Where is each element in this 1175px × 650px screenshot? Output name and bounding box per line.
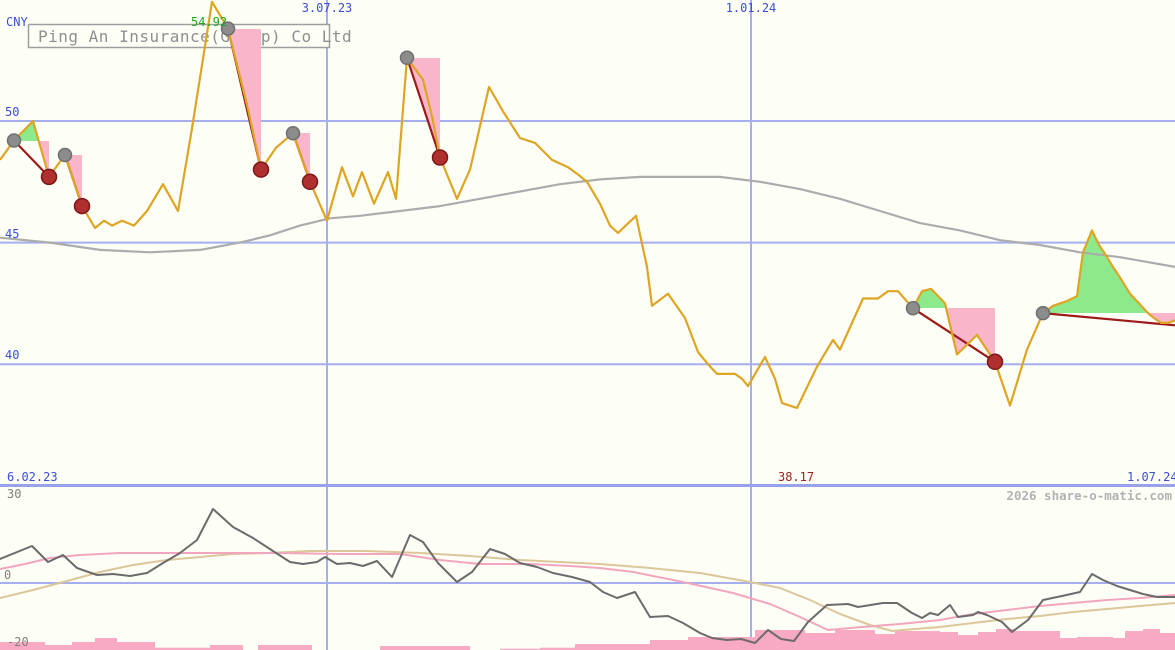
price-axis-tick: 50 bbox=[5, 105, 20, 119]
histogram-bar bbox=[1077, 637, 1113, 650]
gain-fill-area bbox=[14, 122, 38, 141]
trade-trend-line bbox=[1042, 312, 1175, 327]
price-line bbox=[0, 0, 1175, 410]
trade-exit-marker bbox=[986, 353, 1004, 371]
date-gridline-label: 1.01.24 bbox=[725, 1, 777, 15]
histogram-bar bbox=[958, 635, 978, 650]
trade-exit-marker bbox=[40, 168, 58, 186]
currency-label: CNY bbox=[6, 15, 28, 29]
date-gridline-label: 3.07.23 bbox=[301, 1, 353, 15]
histogram-bar bbox=[650, 640, 688, 650]
histogram-bar bbox=[835, 630, 875, 650]
histogram-bar bbox=[940, 632, 958, 650]
trade-trend-line bbox=[912, 307, 996, 363]
histogram-bar bbox=[895, 631, 940, 650]
histogram-bar bbox=[500, 648, 540, 650]
histogram-bar bbox=[1113, 638, 1125, 650]
histogram-bar bbox=[1160, 633, 1175, 650]
histogram-bar bbox=[978, 632, 996, 650]
trade-trend-line bbox=[13, 139, 50, 178]
indicator-series-signal-tan bbox=[0, 550, 1175, 632]
histogram-bar bbox=[1143, 629, 1160, 650]
histogram-bar bbox=[1015, 631, 1060, 650]
histogram-bar bbox=[755, 630, 805, 650]
trade-exit-marker bbox=[301, 173, 319, 191]
trade-entry-marker bbox=[220, 21, 236, 36]
histogram-bar bbox=[210, 645, 243, 650]
x-axis-label: 6.02.23 bbox=[7, 470, 58, 484]
x-axis-label: 1.07.24 bbox=[1127, 470, 1175, 484]
trade-trend-line bbox=[405, 57, 442, 158]
watermark: 2026 share-o-matic.com bbox=[1006, 488, 1172, 503]
trade-entry-marker bbox=[1035, 305, 1051, 321]
trade-exit-marker bbox=[431, 149, 449, 166]
histogram-bar bbox=[996, 629, 1015, 650]
trade-entry-marker bbox=[57, 147, 73, 163]
histogram-bar bbox=[540, 647, 575, 650]
indicator-axis-tick: -20 bbox=[7, 635, 29, 649]
histogram-bar bbox=[575, 644, 650, 650]
trade-entry-marker bbox=[905, 301, 921, 316]
histogram-bar bbox=[258, 645, 312, 650]
histogram-bar bbox=[72, 642, 95, 650]
trade-exit-marker bbox=[252, 161, 270, 178]
x-axis-label: 38.17 bbox=[778, 470, 815, 484]
price-axis-tick: 45 bbox=[5, 226, 20, 241]
indicator-axis-tick: 30 bbox=[7, 487, 22, 501]
trade-exit-marker bbox=[73, 197, 91, 215]
histogram-bar bbox=[805, 633, 835, 650]
histogram-bar bbox=[0, 642, 45, 650]
max-price-label: 54.92 bbox=[191, 15, 228, 29]
histogram-bar bbox=[45, 645, 72, 650]
histogram-bar bbox=[1060, 638, 1077, 650]
price-axis-tick: 40 bbox=[5, 348, 20, 363]
trade-entry-marker bbox=[6, 133, 22, 148]
histogram-bar bbox=[875, 634, 895, 650]
histogram-bar bbox=[1125, 631, 1143, 650]
indicator-axis-tick: 0 bbox=[4, 568, 12, 582]
loss-fill-area bbox=[947, 308, 995, 362]
loss-fill-area bbox=[1148, 313, 1175, 323]
gain-fill-area bbox=[1043, 230, 1148, 313]
histogram-bar bbox=[688, 637, 755, 650]
trade-entry-marker bbox=[399, 50, 415, 66]
histogram-bar bbox=[380, 646, 470, 650]
moving-average-line bbox=[0, 175, 1175, 268]
histogram-bar bbox=[95, 638, 117, 650]
histogram-bar bbox=[117, 642, 155, 650]
trade-entry-marker bbox=[285, 125, 301, 141]
indicator-series-momentum bbox=[0, 508, 1175, 644]
chart-title: Ping An Insurance(Group) Co Ltd bbox=[38, 27, 352, 46]
indicator-series-signal-pink bbox=[0, 552, 1175, 631]
histogram-bar bbox=[155, 647, 210, 650]
